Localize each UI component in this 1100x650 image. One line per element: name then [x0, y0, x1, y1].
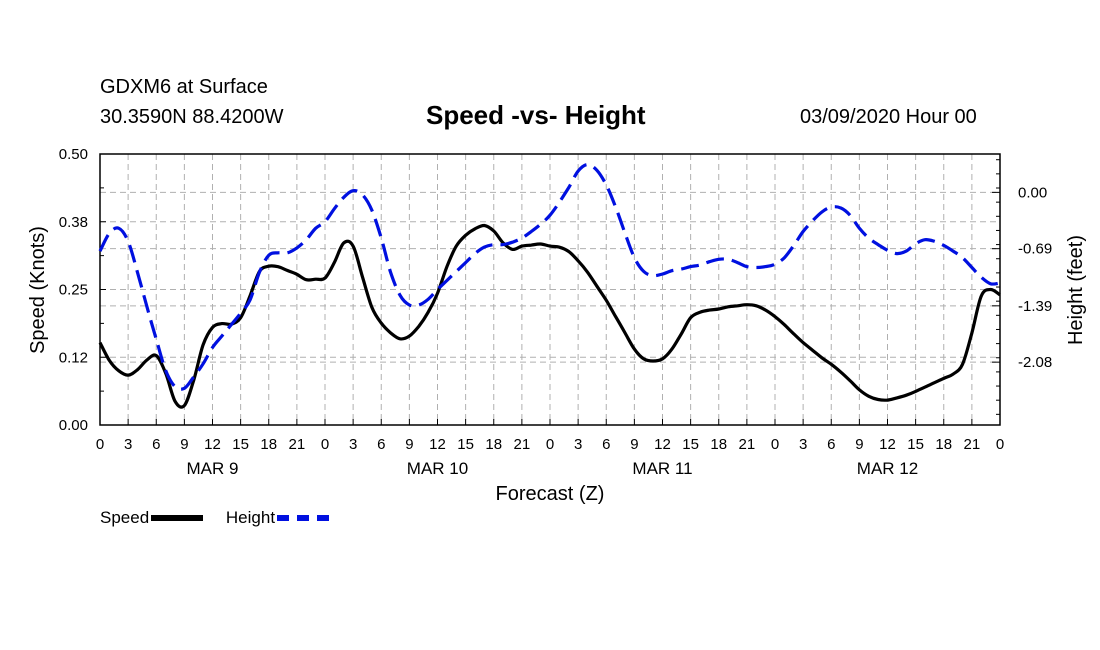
x-tick-label: 9 [180, 436, 188, 453]
x-tick-label: 6 [602, 436, 610, 453]
x-tick-label: 18 [485, 436, 502, 453]
x-tick-label: 0 [546, 436, 554, 453]
right-tick-label: -0.69 [1018, 241, 1052, 258]
x-tick-label: 6 [827, 436, 835, 453]
x-tick-label: 15 [907, 436, 924, 453]
x-tick-label: 0 [321, 436, 329, 453]
x-tick-label: 21 [739, 436, 756, 453]
x-tick-label: 6 [377, 436, 385, 453]
legend-height: Height [225, 508, 330, 528]
right-tick-label: -2.08 [1018, 354, 1052, 371]
x-tick-label: 9 [855, 436, 863, 453]
x-tick-label: 3 [349, 436, 357, 453]
right-tick-label: -1.39 [1018, 298, 1052, 315]
x-tick-label: 3 [799, 436, 807, 453]
x-tick-label: 21 [514, 436, 531, 453]
x-tick-label: 18 [935, 436, 952, 453]
x-tick-label: 12 [879, 436, 896, 453]
left-axis-label: Speed (Knots) [27, 226, 49, 354]
x-tick-label: 3 [574, 436, 582, 453]
x-axis-label: Forecast (Z) [496, 483, 605, 505]
x-tick-label: 12 [204, 436, 221, 453]
x-tick-label: 15 [457, 436, 474, 453]
right-axis-label: Height (feet) [1065, 235, 1087, 345]
chart-grid [100, 154, 1000, 425]
station-name: GDXM6 at Surface [100, 76, 268, 98]
legend-height-label: Height [225, 508, 276, 527]
legend-speed-swatch [151, 515, 204, 521]
day-label: MAR 9 [187, 459, 239, 478]
x-tick-label: 0 [96, 436, 104, 453]
legend-speed-label: Speed [100, 508, 150, 527]
left-tick-label: 0.38 [59, 214, 88, 231]
day-label: MAR 10 [407, 459, 468, 478]
chart-legend: Speed Height [100, 508, 347, 528]
x-tick-label: 0 [996, 436, 1004, 453]
x-tick-label: 9 [405, 436, 413, 453]
left-axis-tick-labels: 0.00 0.12 0.25 0.38 0.50 [59, 146, 88, 434]
x-tick-label: 12 [654, 436, 671, 453]
chart-title: Speed -vs- Height [426, 100, 646, 130]
station-location: 30.3590N 88.4200W [100, 106, 284, 128]
x-tick-label: 15 [682, 436, 699, 453]
x-tick-label: 15 [232, 436, 249, 453]
x-tick-label: 12 [429, 436, 446, 453]
right-axis-tick-labels: 0.00 -0.69 -1.39 -2.08 [1018, 184, 1052, 371]
x-tick-label: 21 [964, 436, 981, 453]
day-label: MAR 11 [632, 459, 692, 478]
legend-height-swatch [277, 515, 330, 521]
right-tick-label: 0.00 [1018, 184, 1047, 201]
x-tick-label: 18 [710, 436, 727, 453]
left-tick-label: 0.12 [59, 349, 88, 366]
forecast-datetime: 03/09/2020 Hour 00 [800, 106, 977, 128]
x-tick-label: 6 [152, 436, 160, 453]
x-tick-label: 3 [124, 436, 132, 453]
x-tick-label: 0 [771, 436, 779, 453]
left-tick-label: 0.00 [59, 417, 88, 434]
height-series-line [98, 163, 1001, 391]
day-label: MAR 12 [857, 459, 918, 478]
day-labels: MAR 9 MAR 10 MAR 11 MAR 12 [187, 459, 919, 478]
axis-ticks [99, 153, 1001, 426]
x-axis-tick-labels: 0 3 6 9 12 15 18 21 0 3 6 9 12 15 18 21 0 3 6 9 12 15 18 21 0 3 6 9… [96, 436, 1004, 453]
x-tick-label: 9 [630, 436, 638, 453]
legend-speed: Speed [100, 508, 204, 528]
left-tick-label: 0.25 [59, 282, 88, 299]
x-tick-label: 21 [289, 436, 306, 453]
x-tick-label: 18 [260, 436, 277, 453]
left-tick-label: 0.50 [59, 146, 88, 163]
